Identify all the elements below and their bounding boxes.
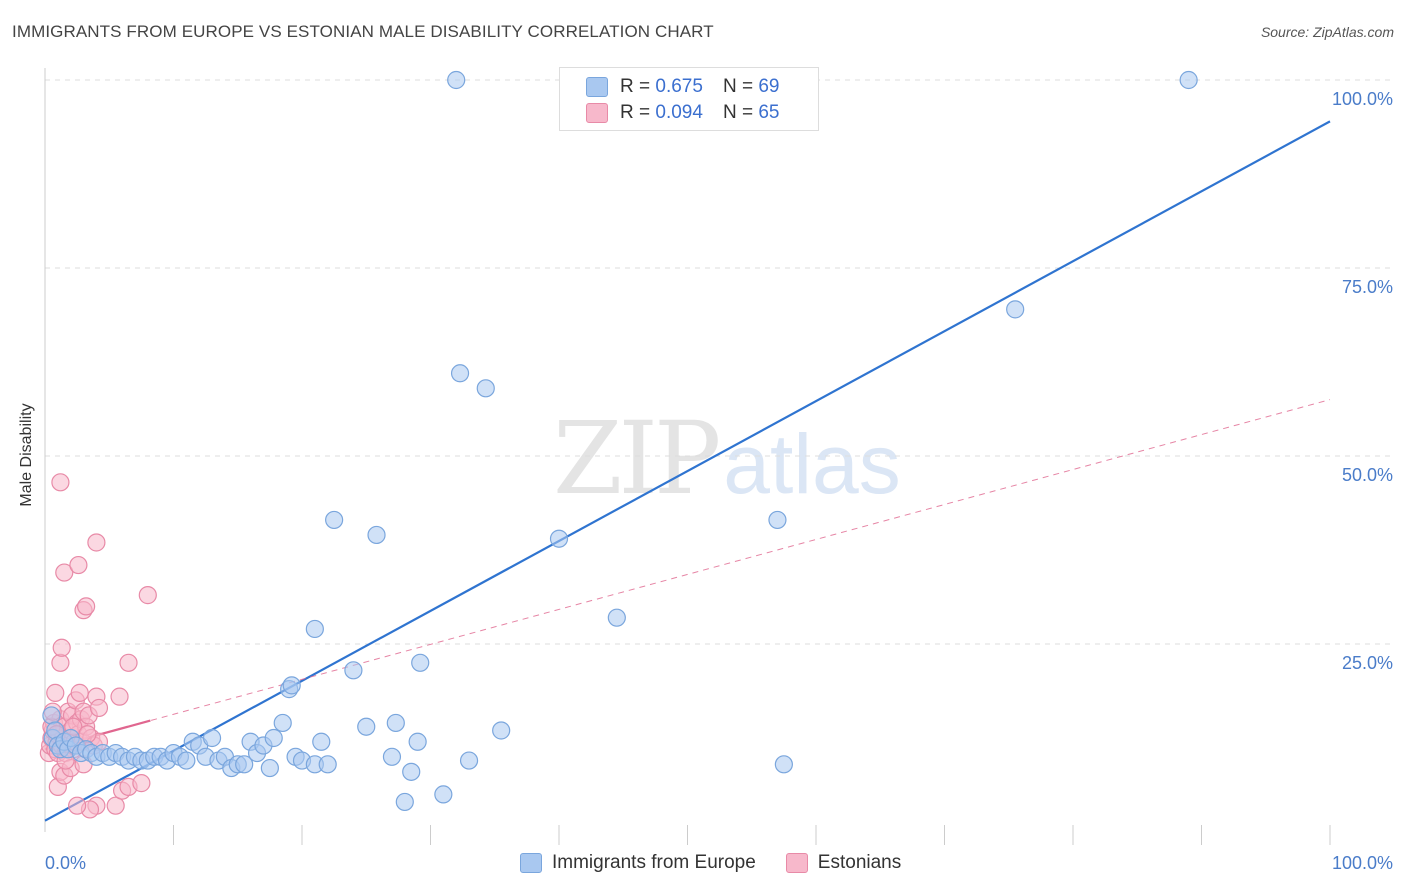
point-immigrants-from-europe (402, 762, 421, 781)
legend-r-label: R = (620, 102, 651, 123)
point-immigrants-from-europe (607, 608, 626, 627)
axes (44, 68, 1331, 845)
point-estonians (89, 698, 109, 718)
series-swatch-estonians (785, 853, 808, 873)
point-immigrants-from-europe (235, 755, 254, 774)
legend-r-label: R = (620, 76, 651, 97)
point-immigrants-from-europe (367, 525, 386, 545)
legend-n-value: 65 (758, 102, 780, 123)
point-estonians (110, 687, 129, 706)
x-tick-label: 0.0% (45, 853, 86, 873)
point-immigrants-from-europe (768, 510, 787, 530)
legend-row-europe: R = 0.675 N = 69 (586, 75, 779, 99)
series-legend-item-estonians: Estonians (785, 852, 902, 874)
point-estonians (87, 533, 106, 552)
point-estonians (70, 683, 89, 702)
point-estonians (138, 586, 157, 605)
data-points (39, 70, 1198, 819)
legend-n-label: N = (722, 102, 754, 123)
point-immigrants-from-europe (344, 661, 363, 680)
trendline-immigrants-from-europe (44, 120, 1331, 822)
trendline-estonians-dashed (44, 399, 1331, 750)
point-immigrants-from-europe (42, 706, 61, 725)
point-immigrants-from-europe (305, 619, 324, 639)
point-estonians (77, 597, 96, 616)
point-immigrants-from-europe (459, 751, 479, 770)
point-immigrants-from-europe (382, 747, 402, 766)
y-tick-label: 100.0% (1332, 89, 1393, 109)
point-immigrants-from-europe (395, 792, 414, 812)
point-immigrants-from-europe (202, 728, 222, 748)
series-legend: Immigrants from Europe Estonians (520, 852, 931, 874)
point-immigrants-from-europe (312, 732, 331, 751)
point-immigrants-from-europe (450, 364, 470, 383)
point-immigrants-from-europe (260, 758, 279, 778)
legend-swatch-estonians (586, 103, 608, 123)
point-estonians (69, 555, 88, 575)
point-estonians (51, 653, 70, 672)
point-immigrants-from-europe (492, 721, 511, 740)
point-immigrants-from-europe (357, 717, 376, 736)
point-immigrants-from-europe (434, 785, 453, 804)
y-tick-label: 75.0% (1342, 277, 1393, 297)
y-tick-label: 50.0% (1342, 465, 1393, 485)
point-immigrants-from-europe (318, 755, 337, 774)
gridlines (45, 79, 1395, 645)
tick-labels: 25.0% 50.0% 75.0% 100.0% 0.0% 100.0% (45, 89, 1393, 873)
point-immigrants-from-europe (325, 510, 344, 530)
point-immigrants-from-europe (273, 713, 292, 733)
legend-swatch-europe (586, 77, 608, 97)
chart-title: IMMIGRANTS FROM EUROPE VS ESTONIAN MALE … (12, 22, 714, 41)
x-tick-label: 100.0% (1332, 853, 1393, 873)
point-immigrants-from-europe (447, 70, 466, 90)
point-immigrants-from-europe (1006, 300, 1025, 319)
point-immigrants-from-europe (386, 713, 405, 733)
legend-r-value: 0.094 (655, 102, 703, 123)
series-swatch-europe (520, 853, 542, 873)
point-estonians (68, 796, 87, 815)
source-credit: Source: ZipAtlas.com (1260, 24, 1394, 40)
point-immigrants-from-europe (476, 379, 495, 398)
point-immigrants-from-europe (282, 676, 301, 695)
legend-r-value: 0.675 (655, 76, 703, 97)
point-immigrants-from-europe (549, 529, 569, 548)
point-immigrants-from-europe (177, 751, 196, 770)
point-immigrants-from-europe (411, 653, 430, 672)
point-estonians (119, 653, 138, 672)
watermark-atlas: atlas (723, 417, 901, 511)
series-legend-item-europe: Immigrants from Europe (520, 852, 756, 874)
y-tick-label: 25.0% (1342, 653, 1393, 673)
point-immigrants-from-europe (774, 755, 793, 774)
point-estonians (132, 774, 151, 793)
point-immigrants-from-europe (408, 732, 427, 751)
point-estonians (106, 796, 125, 815)
point-estonians (52, 638, 71, 657)
legend-row-estonians: R = 0.094 N = 65 (586, 101, 779, 125)
point-immigrants-from-europe (1179, 70, 1198, 90)
series-label-europe: Immigrants from Europe (552, 852, 756, 873)
point-estonians (46, 683, 65, 702)
legend-n-value: 69 (758, 76, 780, 97)
legend-n-label: N = (722, 76, 754, 97)
series-label-estonians: Estonians (817, 852, 902, 873)
trend-lines (44, 120, 1331, 822)
point-estonians (51, 473, 70, 492)
correlation-legend: R = 0.675 N = 69 R = 0.094 N = 65 (559, 67, 819, 131)
point-estonians (55, 563, 74, 582)
point-immigrants-from-europe (264, 728, 283, 748)
